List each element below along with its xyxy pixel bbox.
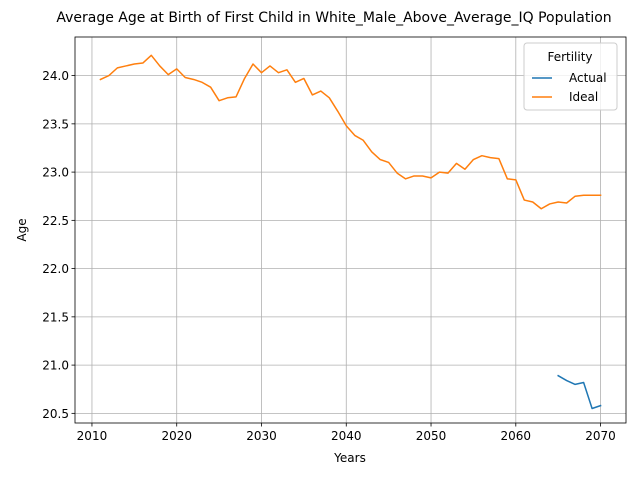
x-tick-label: 2050 bbox=[416, 429, 447, 443]
x-tick-label: 2040 bbox=[331, 429, 362, 443]
grid bbox=[75, 37, 626, 423]
legend: Fertility Actual Ideal bbox=[523, 42, 618, 111]
chart-title: Average Age at Birth of First Child in W… bbox=[56, 10, 611, 26]
y-tick-label: 21.0 bbox=[42, 359, 69, 373]
y-tick-label: 24.0 bbox=[42, 69, 69, 83]
y-tick-label: 22.5 bbox=[42, 214, 69, 228]
series-line-ideal bbox=[99, 54, 602, 210]
x-tick-label: 2010 bbox=[77, 429, 108, 443]
y-tick-label: 23.0 bbox=[42, 166, 69, 180]
legend-box bbox=[523, 42, 618, 111]
legend-label-actual: Actual bbox=[569, 71, 607, 85]
x-tick-label: 2060 bbox=[501, 429, 532, 443]
x-axis-label: Years bbox=[333, 451, 366, 465]
x-tick-label: 2020 bbox=[161, 429, 192, 443]
y-tick-label: 22.0 bbox=[42, 262, 69, 276]
y-tick-label: 21.5 bbox=[42, 310, 69, 324]
y-axis-label: Age bbox=[15, 218, 29, 241]
legend-title: Fertility bbox=[547, 50, 592, 64]
legend-label-ideal: Ideal bbox=[569, 90, 598, 104]
y-tick-label: 20.5 bbox=[42, 407, 69, 421]
plot-frame bbox=[74, 36, 627, 424]
ticks: 2010 2020 2030 2040 2050 2060 2070 20.5 21.0 21.5… bbox=[42, 69, 616, 443]
x-tick-label: 2030 bbox=[246, 429, 277, 443]
x-tick-label: 2070 bbox=[585, 429, 616, 443]
series-lines bbox=[99, 54, 602, 410]
y-tick-label: 23.5 bbox=[42, 117, 69, 131]
series-line-actual bbox=[557, 374, 602, 410]
